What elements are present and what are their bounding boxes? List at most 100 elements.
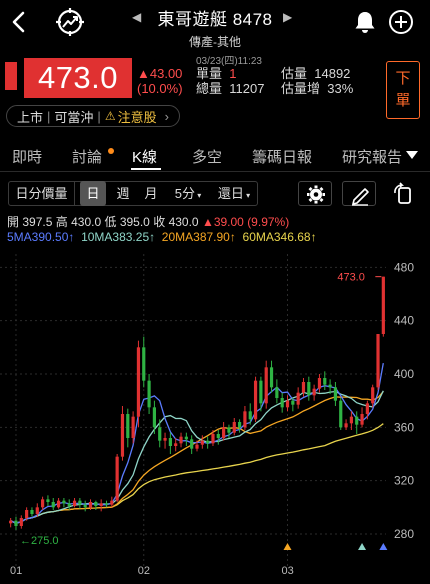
next-stock-arrow[interactable]: ▶ — [283, 10, 293, 24]
candle-up — [19, 518, 23, 526]
candle-up — [195, 444, 199, 449]
draw-button[interactable] — [342, 181, 376, 206]
candle-down — [339, 400, 343, 428]
tab-discussion[interactable]: 討論 — [72, 149, 103, 166]
restore-adjust-label: 還日 — [217, 186, 244, 201]
change-percent: (10.0%) — [137, 81, 183, 96]
ohlc-readout: 開 397.5 高 430.0 低 395.0 收 430.0 ▲39.00 (… — [7, 213, 289, 230]
candle-up — [179, 436, 183, 444]
chip-volume-button[interactable]: 日分價量 — [9, 181, 75, 206]
restore-adjust-button[interactable]: 還日 ▾ — [217, 186, 251, 201]
y-tick-label: 440 — [394, 314, 414, 328]
candle-down — [78, 500, 82, 505]
tab-research[interactable]: 研究報告 — [342, 149, 402, 166]
chevron-right-icon: › — [164, 108, 169, 124]
y-tick-label: 400 — [394, 367, 414, 381]
candle-down — [67, 503, 71, 506]
gear-icon — [307, 185, 325, 204]
candle-up — [349, 416, 353, 424]
candle-up — [131, 416, 135, 438]
event-marker-icon — [283, 543, 292, 550]
stock-title: 東哥遊艇 8478 — [157, 10, 273, 29]
y-tick-label: 360 — [394, 420, 414, 434]
caret-down-icon[interactable] — [406, 150, 418, 160]
ohlc-change: ▲39.00 — [201, 215, 244, 229]
x-tick-label: 02 — [138, 565, 150, 577]
candle-up — [222, 427, 226, 438]
price-indicator-bar — [5, 62, 17, 90]
candle-down — [328, 384, 332, 388]
candle-down — [237, 422, 242, 428]
candle-down — [51, 502, 55, 508]
single-volume-value: 1 — [229, 66, 237, 81]
estimate-stats: 估量 14892 估量增 33% — [281, 66, 353, 96]
settings-button[interactable] — [298, 181, 332, 206]
candle-down — [190, 439, 194, 449]
candle-down — [152, 407, 157, 428]
candle-down — [216, 434, 220, 438]
estimate-increase-value: 33% — [327, 81, 354, 96]
high-value: 430.0 — [71, 215, 102, 229]
low-annotation: ←275.0 — [20, 535, 59, 547]
candle-up — [88, 502, 93, 508]
kline-chart[interactable]: 480 440 400 360 320 280 01 02 03 473.0 ←275.0 — [0, 250, 430, 579]
tab-bull-bear[interactable]: 多空 — [192, 149, 223, 166]
candle-down — [14, 520, 18, 526]
open-label: 開 — [7, 215, 20, 229]
y-tick-label: 280 — [394, 527, 414, 541]
ma10-line — [10, 390, 384, 524]
candle-up — [285, 400, 290, 408]
tab-chip-daily[interactable]: 籌碼日報 — [252, 149, 313, 166]
period-day-button[interactable]: 日 — [80, 181, 106, 206]
tag-attention-stock: 注意股 — [117, 109, 157, 125]
period-week-button[interactable]: 週 — [116, 186, 130, 201]
candle-up — [296, 392, 300, 405]
low-value: 395.0 — [119, 215, 150, 229]
candle-up — [381, 276, 385, 334]
quote-panel: 03/23(四)11:23 473.0 ▲43.00 (10.0%) 單量 1 … — [0, 48, 430, 134]
candle-up — [317, 378, 322, 389]
stock-tags[interactable]: 上市 | 可當沖 | ⚠ 注意股 › — [6, 105, 180, 127]
ma20-value: 20MA387.90↑ — [161, 230, 236, 244]
tag-listed: 上市 — [17, 109, 44, 125]
kline-chart-svg[interactable]: 480 440 400 360 320 280 01 02 03 473.0 ←275.0 — [0, 250, 430, 579]
candle-up — [376, 334, 380, 388]
quote-timestamp: 03/23(四)11:23 — [196, 56, 262, 67]
tab-realtime[interactable]: 即時 — [12, 149, 43, 166]
candle-down — [269, 367, 274, 388]
candle-down — [280, 398, 284, 408]
x-tick-label: 01 — [10, 565, 22, 577]
candle-up — [200, 440, 204, 445]
y-tick-label: 480 — [394, 260, 414, 274]
tab-underline — [131, 168, 161, 170]
price-change: ▲43.00 (10.0%) — [137, 66, 183, 96]
candle-down — [83, 504, 87, 508]
y-tick-label: 320 — [394, 474, 414, 488]
period-5min-button[interactable]: 5分 ▾ — [174, 186, 202, 201]
candle-down — [355, 416, 359, 425]
rotate-button[interactable] — [387, 181, 419, 206]
candle-down — [248, 411, 252, 420]
ma60-value: 60MA346.68↑ — [242, 230, 317, 244]
single-volume-label: 單量 — [196, 66, 223, 81]
candle-up — [365, 403, 369, 414]
order-button-label: 下單 — [395, 70, 411, 109]
bell-icon[interactable] — [352, 9, 378, 35]
total-volume-label: 總量 — [196, 81, 223, 96]
candle-down — [275, 387, 279, 398]
prev-stock-arrow[interactable]: ◀ — [132, 10, 142, 24]
rotate-screen-icon — [394, 182, 411, 204]
high-annotation: 473.0 — [337, 272, 365, 284]
order-button[interactable]: 下單 — [386, 61, 420, 119]
candle-down — [62, 500, 66, 504]
candle-up — [41, 499, 45, 508]
candle-up — [211, 434, 215, 444]
tab-kline[interactable]: K線 — [132, 149, 158, 166]
pen-icon — [352, 188, 369, 206]
trend-icon[interactable] — [54, 6, 86, 38]
period-month-button[interactable]: 月 — [144, 186, 158, 201]
add-watchlist-icon[interactable] — [388, 9, 414, 35]
estimate-label: 估量 — [281, 66, 308, 81]
back-icon[interactable] — [8, 10, 32, 34]
candle-up — [120, 414, 125, 457]
